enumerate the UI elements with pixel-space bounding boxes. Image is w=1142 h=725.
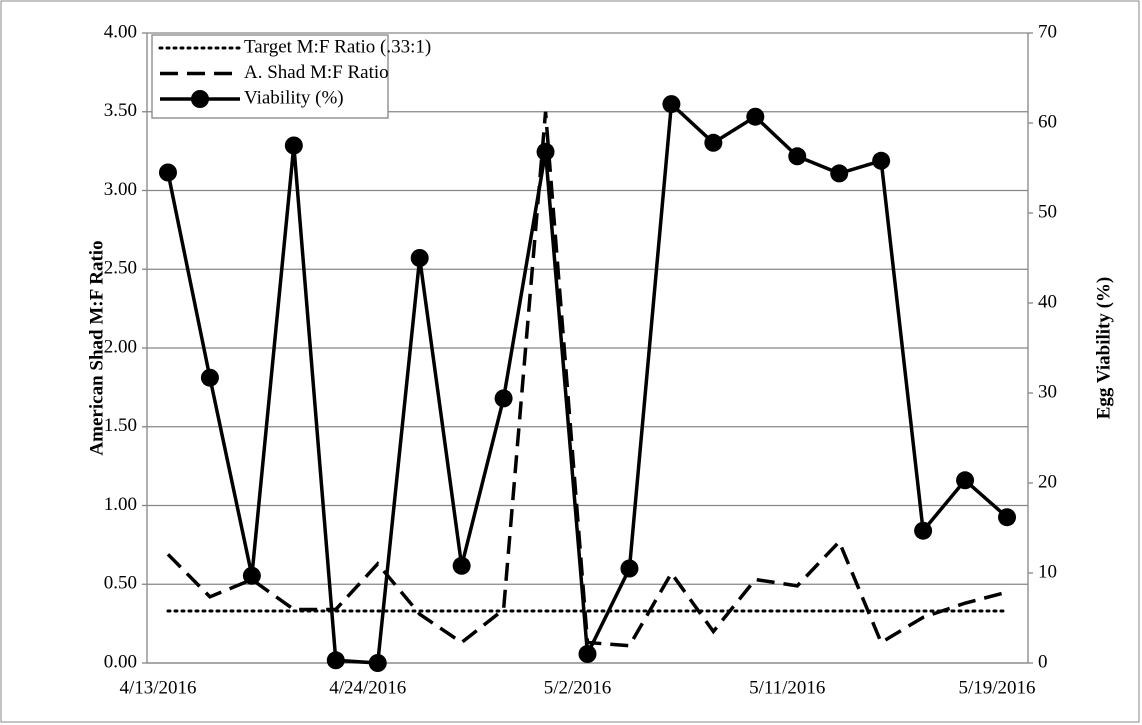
y2-tick-label: 10 — [1038, 561, 1057, 582]
point — [200, 368, 219, 387]
point — [788, 147, 807, 166]
y2-tick-label: 60 — [1038, 111, 1057, 132]
x-tick-label: 4/24/2016 — [329, 677, 406, 698]
y2-axis-title: Egg Viability (%) — [1093, 277, 1114, 420]
point — [242, 566, 261, 585]
point — [662, 95, 681, 114]
x-tick-label: 5/2/2016 — [544, 677, 612, 698]
point — [746, 107, 765, 126]
point — [410, 249, 429, 267]
y2-tick-label: 70 — [1038, 21, 1057, 42]
point — [830, 164, 849, 183]
legend-label: Target M:F Ratio (.33:1) — [244, 36, 431, 57]
point — [872, 151, 891, 170]
point — [158, 163, 177, 182]
legend-box — [151, 34, 389, 119]
y2-tick-label: 40 — [1038, 291, 1057, 312]
legend-label: A. Shad M:F Ratio — [244, 62, 389, 83]
point — [956, 471, 975, 490]
y-tick-label: 0.50 — [104, 573, 137, 594]
x-tick-label: 4/13/2016 — [119, 677, 196, 698]
point — [704, 133, 723, 152]
y2-tick-label: 0 — [1038, 651, 1048, 672]
y-axis-title: American Shad M:F Ratio — [86, 240, 107, 455]
y-tick-label: 2.00 — [104, 336, 137, 357]
point — [452, 556, 471, 575]
y-tick-label: 3.00 — [104, 179, 137, 200]
y-tick-label: 0.00 — [104, 651, 137, 672]
y-tick-label: 3.50 — [104, 100, 137, 121]
legend-marker — [191, 90, 209, 108]
y2-tick-label: 30 — [1038, 381, 1057, 402]
y-tick-label: 1.50 — [104, 415, 137, 436]
point — [998, 508, 1017, 527]
point — [368, 654, 387, 672]
point — [494, 389, 513, 408]
point — [620, 559, 639, 578]
y-tick-label: 2.50 — [104, 258, 137, 279]
legend-label: Viability (%) — [244, 87, 344, 108]
y2-tick-label: 20 — [1038, 471, 1057, 492]
point — [578, 645, 597, 663]
x-tick-label: 5/11/2016 — [749, 677, 825, 698]
point — [536, 142, 555, 161]
point — [326, 651, 345, 670]
x-tick-label: 5/19/2016 — [958, 677, 1035, 698]
point — [284, 136, 303, 155]
y2-tick-label: 50 — [1038, 201, 1057, 222]
y-tick-label: 1.00 — [104, 494, 137, 515]
y-tick-label: 4.00 — [104, 21, 137, 42]
point — [914, 521, 933, 540]
